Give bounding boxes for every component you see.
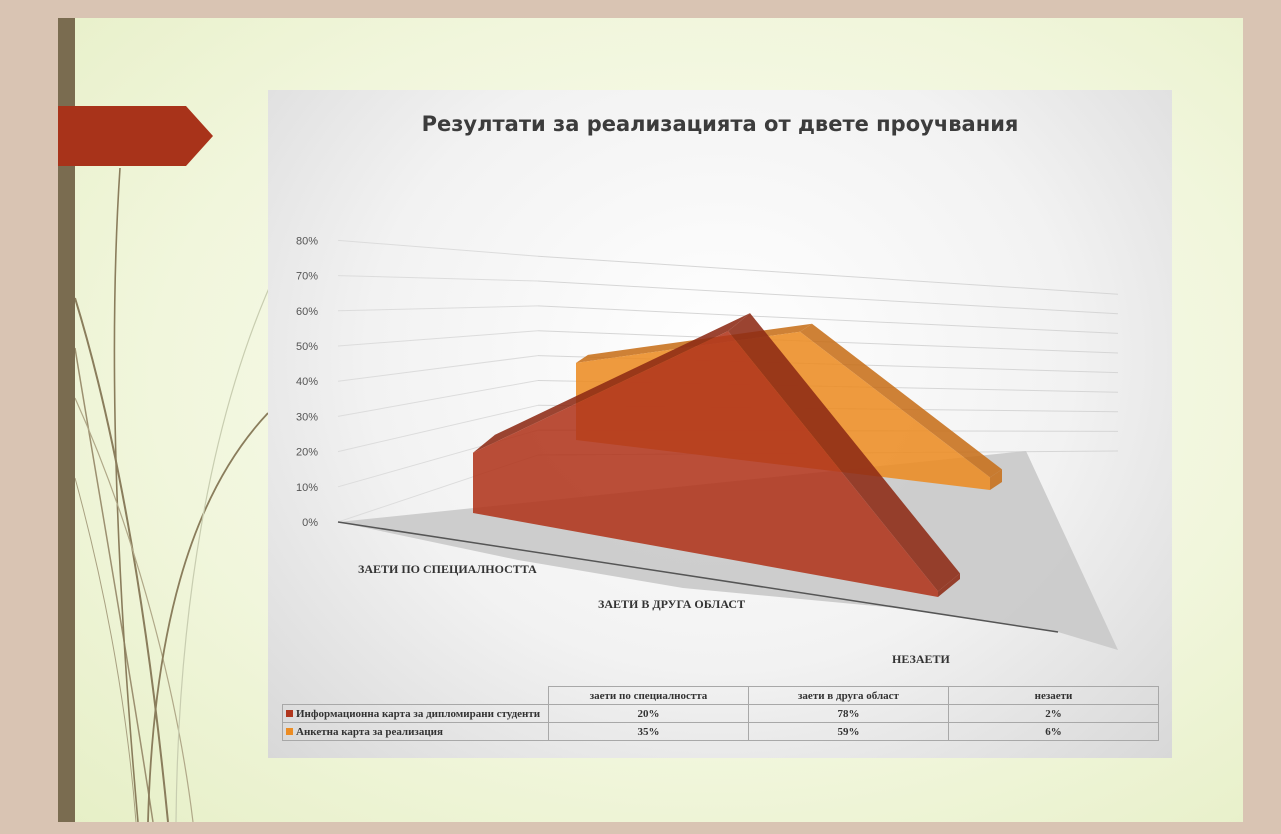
series1-face: [938, 573, 960, 597]
title-arrow-tab: [58, 106, 213, 166]
series1-face: [728, 313, 960, 592]
chart-area: 0% 10% 20% 30% 40% 50% 60% 70% 80% ЗАЕТИ ПО СПЕЦ…: [296, 235, 1119, 666]
table-header: заети в друга област: [748, 686, 949, 705]
table-row: Анкетна карта за реализация 35% 59% 6%: [282, 722, 1159, 741]
y-tick-label: 0%: [302, 517, 318, 529]
y-tick-label: 70%: [296, 271, 318, 283]
chart-title: Резултати за реализацията от двете проуч…: [421, 112, 1019, 136]
table-cell: 59%: [748, 722, 949, 741]
chart-panel: 0% 10% 20% 30% 40% 50% 60% 70% 80% ЗАЕТИ ПО СПЕЦ…: [268, 90, 1172, 758]
y-axis-ticks: 0% 10% 20% 30% 40% 50% 60% 70% 80%: [296, 235, 318, 529]
table-cell: 2%: [948, 704, 1159, 723]
y-tick-label: 40%: [296, 376, 318, 388]
series-2-name-cell: Анкетна карта за реализация: [282, 722, 549, 741]
series1-front: [473, 331, 938, 597]
table-header: незаети: [948, 686, 1159, 705]
x-axis-line: [337, 521, 1059, 633]
grass-decoration: [74, 167, 279, 822]
table-cell: 20%: [548, 704, 749, 723]
table-cell: 35%: [548, 722, 749, 741]
y-tick-label: 10%: [296, 482, 318, 494]
category-label-1: ЗАЕТИ В ДРУГА ОБЛАСТ: [598, 597, 745, 611]
slide: 0% 10% 20% 30% 40% 50% 60% 70% 80% ЗАЕТИ ПО СПЕЦ…: [58, 18, 1243, 822]
table-header-row: заети по специалността заети в друга обл…: [282, 686, 1159, 705]
series-2-swatch-icon: [286, 728, 293, 736]
series-1-area: [472, 313, 960, 597]
series-2-name: Анкетна карта за реализация: [296, 725, 443, 738]
data-table: заети по специалността заети в друга обл…: [282, 686, 1159, 741]
series2-face: [800, 323, 1002, 478]
table-cell: 78%: [748, 704, 949, 723]
y-tick-label: 20%: [296, 447, 318, 459]
y-tick-label: 60%: [296, 306, 318, 318]
y-tick-label: 80%: [296, 235, 318, 247]
side-bar: [58, 18, 75, 822]
category-label-2: НЕЗАЕТИ: [892, 652, 950, 666]
series1-face: [473, 313, 750, 453]
y-tick-label: 50%: [296, 341, 318, 353]
table-row: Информационна карта за дипломирани студе…: [282, 704, 1159, 723]
table-header: заети по специалността: [548, 686, 749, 705]
series-1-name-cell: Информационна карта за дипломирани студе…: [282, 704, 549, 723]
series-1-name: Информационна карта за дипломирани студе…: [296, 707, 541, 720]
category-label-0: ЗАЕТИ ПО СПЕЦИАЛНОСТТА: [358, 562, 537, 576]
series2-face: [990, 469, 1002, 490]
series-1-swatch-icon: [286, 710, 293, 718]
table-cell: 6%: [948, 722, 1159, 741]
table-corner: [282, 686, 549, 705]
y-tick-label: 30%: [296, 411, 318, 423]
